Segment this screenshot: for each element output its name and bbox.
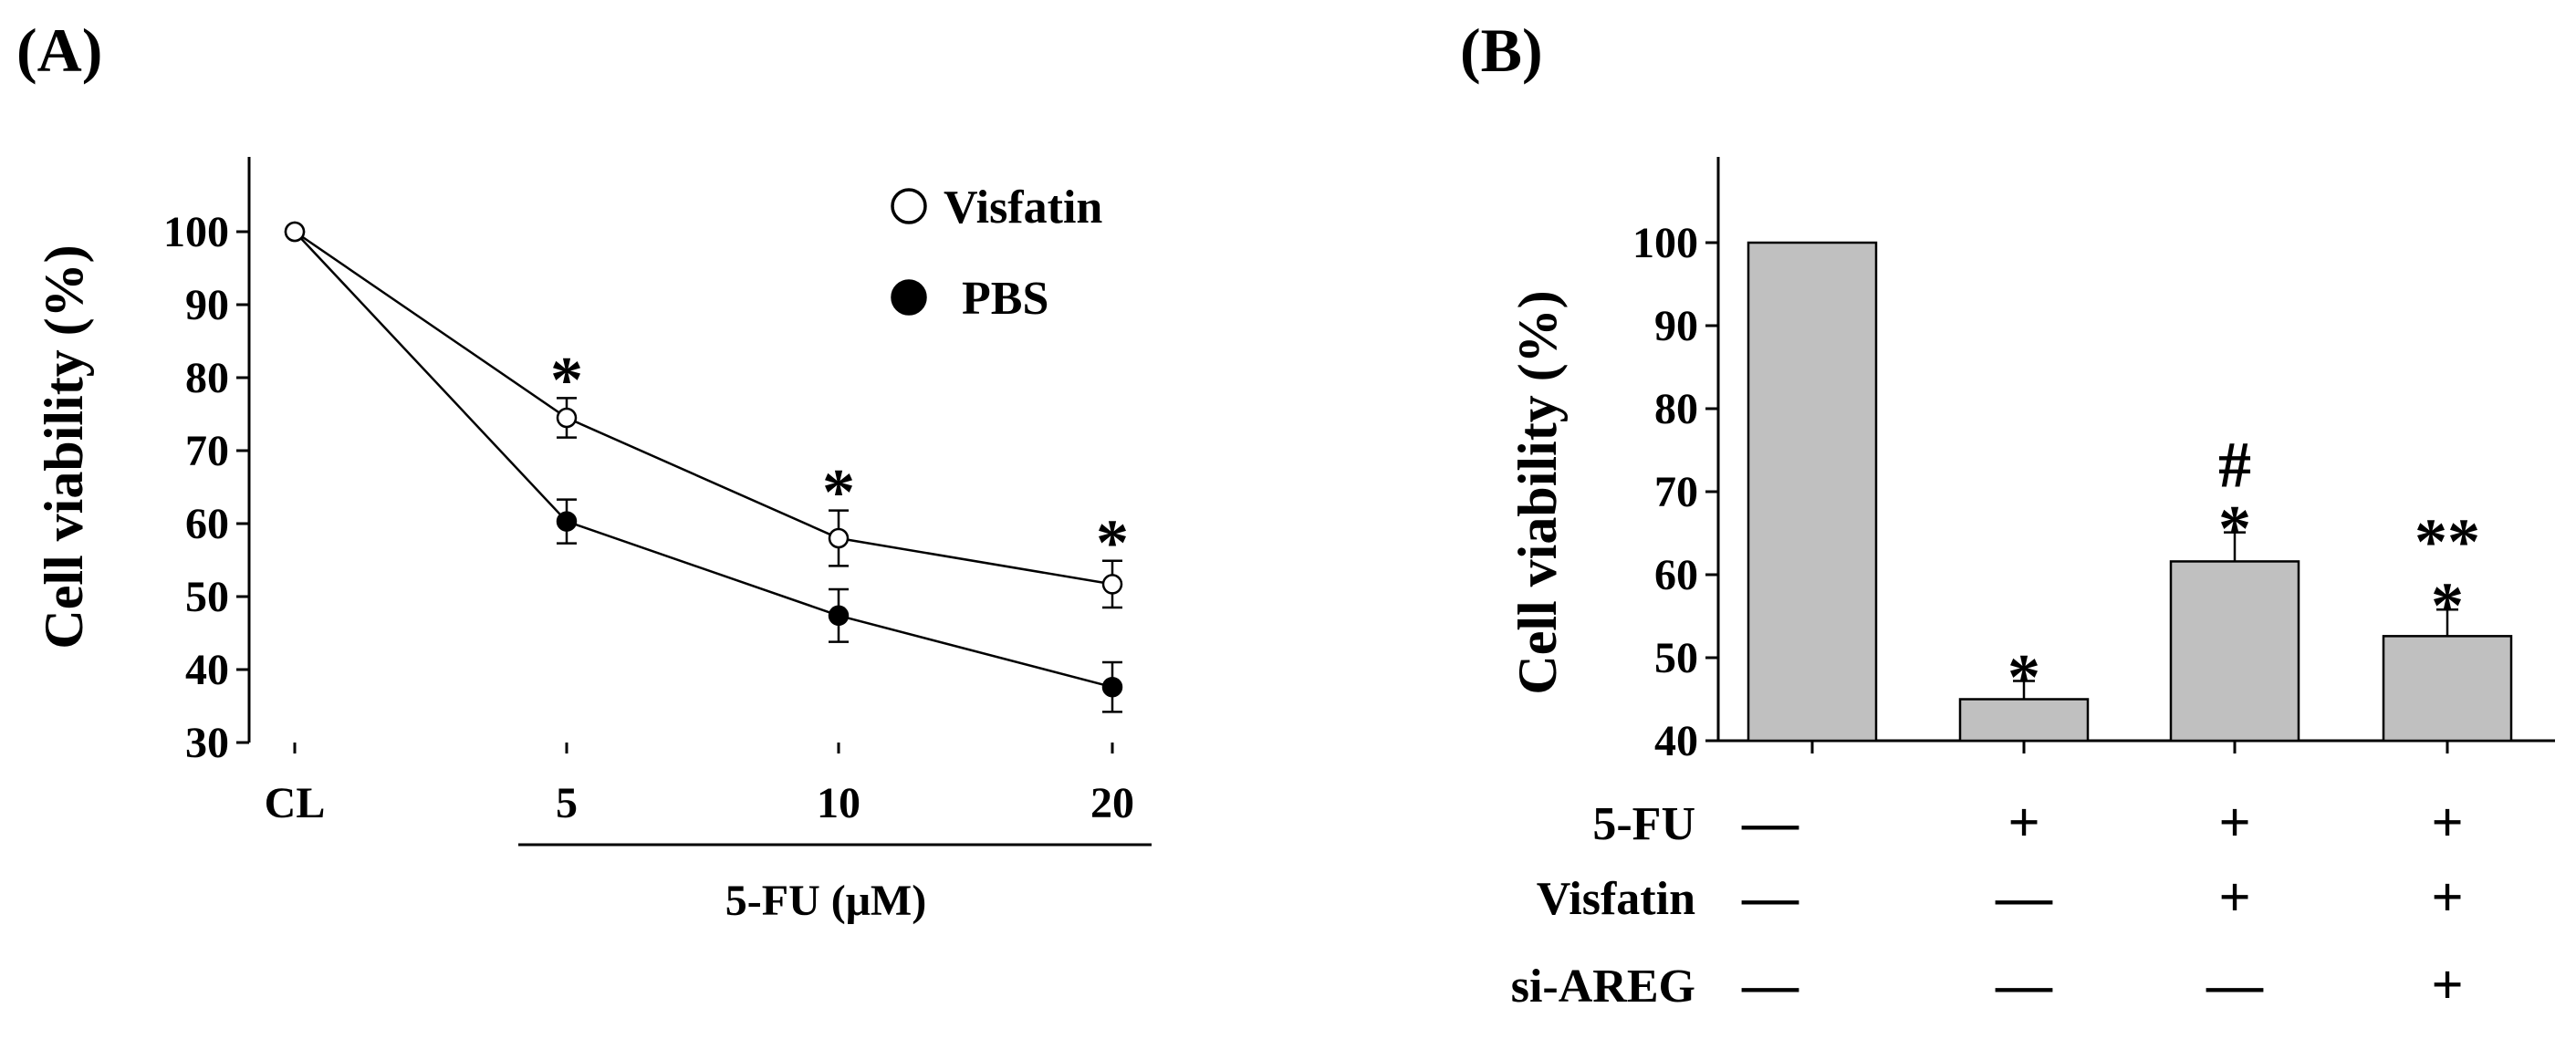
panel-a-x-axis-title: 5-FU (μM) [725, 877, 926, 925]
significance-marker: * [2431, 569, 2464, 642]
significance-marker: * [2218, 493, 2251, 566]
condition-plus: + [2431, 954, 2463, 1016]
data-point [1101, 676, 1123, 698]
series-line [294, 231, 1113, 689]
data-point [828, 605, 850, 627]
condition-plus: + [2218, 867, 2250, 929]
y-tick-label: 100 [1632, 219, 1698, 267]
bar [1747, 241, 1878, 743]
data-point [556, 511, 578, 532]
series-line [294, 230, 1113, 586]
bar [2382, 635, 2513, 743]
y-tick-label: 50 [185, 573, 229, 621]
condition-minus: — [1741, 792, 1799, 854]
y-tick-label: 40 [1654, 717, 1698, 765]
panel-a-tick-labels: 30 40 50 60 70 80 90 100 CL 5 10 20 [163, 208, 1134, 827]
panel-a-legend: Visfatin PBS [891, 182, 1102, 325]
condition-plus: + [2008, 792, 2039, 854]
panel-a-axes [236, 157, 1152, 847]
panel-a-label: (A) [16, 16, 102, 85]
condition-plus: + [2431, 792, 2463, 854]
condition-minus: — [1995, 867, 2053, 929]
x-tick-label: 10 [817, 779, 860, 827]
series-visfatin: * * * [284, 221, 1129, 609]
data-point [556, 407, 578, 429]
panel-b-y-axis-title: Cell viability (%) [1507, 290, 1568, 694]
x-tick-label: CL [265, 779, 326, 827]
y-tick-label: 50 [1654, 634, 1698, 682]
data-point [1101, 574, 1123, 595]
y-tick-label: 90 [1654, 302, 1698, 350]
y-tick-label: 60 [185, 500, 229, 548]
hash-marker: # [2218, 429, 2251, 502]
panel-b-bar-chart: (B) Cell viability (%) 40 50 60 70 80 90 100 *… [1460, 16, 2555, 1016]
data-point [828, 527, 850, 549]
y-tick-label: 100 [163, 208, 229, 256]
significance-marker: * [2008, 640, 2040, 713]
significance-marker: ** [2414, 505, 2480, 578]
legend-label: PBS [962, 273, 1048, 325]
condition-row-label: 5-FU [1592, 798, 1695, 850]
y-tick-label: 70 [185, 427, 229, 475]
condition-plus: + [2431, 867, 2463, 929]
condition-minus: — [2206, 954, 2264, 1016]
condition-row-label: si-AREG [1511, 961, 1695, 1013]
condition-minus: — [1741, 954, 1799, 1016]
legend-marker [891, 188, 927, 224]
y-tick-label: 60 [1654, 551, 1698, 599]
y-tick-label: 80 [1654, 385, 1698, 433]
y-tick-label: 80 [185, 354, 229, 402]
y-tick-label: 40 [185, 646, 229, 694]
data-point [284, 221, 306, 243]
panel-b-bars: **#*** [1747, 241, 2513, 743]
bar [1958, 698, 2090, 743]
y-tick-label: 90 [185, 281, 229, 329]
condition-plus: + [2218, 792, 2250, 854]
legend-marker [891, 279, 927, 316]
bar [2169, 560, 2300, 743]
condition-minus: — [1741, 867, 1799, 929]
condition-row-label: Visfatin [1537, 873, 1695, 925]
legend-label: Visfatin [944, 182, 1102, 234]
significance-marker: * [550, 343, 583, 416]
x-tick-label: 5 [556, 779, 578, 827]
condition-minus: — [1995, 954, 2053, 1016]
significance-marker: * [1096, 506, 1129, 579]
x-tick-label: 20 [1090, 779, 1134, 827]
panel-a-y-axis-title: Cell viability (%) [34, 244, 94, 649]
significance-marker: * [822, 456, 855, 529]
y-tick-label: 30 [185, 719, 229, 767]
panel-a-line-chart: (A) Cell viability (%) 5-FU (μM) 30 40 50 6… [16, 16, 1152, 925]
panel-a-series: * * * [284, 221, 1129, 713]
panel-b-label: (B) [1460, 16, 1543, 85]
panel-b-condition-table: 5-FU — + + + Visfatin — — + + si-AREG — — — + [1511, 792, 2464, 1016]
y-tick-label: 70 [1654, 468, 1698, 516]
panel-b-tick-labels: 40 50 60 70 80 90 100 [1632, 219, 1698, 765]
